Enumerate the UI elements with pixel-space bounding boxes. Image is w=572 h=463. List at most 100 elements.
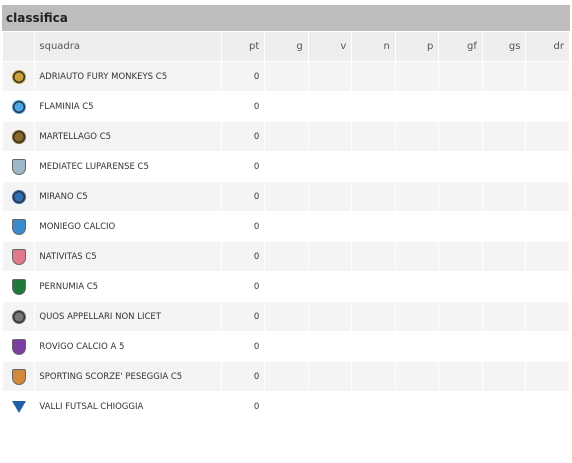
header-gf[interactable]: gf xyxy=(439,32,482,61)
header-squadra[interactable]: squadra xyxy=(35,32,221,61)
team-name[interactable]: NATIVITAS C5 xyxy=(35,242,221,271)
header-dr[interactable]: dr xyxy=(526,32,569,61)
stat-n-cell xyxy=(352,302,395,331)
team-name[interactable]: MARTELLAGO C5 xyxy=(35,122,221,151)
stat-v-cell xyxy=(308,302,352,331)
stat-p-cell xyxy=(395,362,439,391)
stat-gf-cell xyxy=(439,182,482,211)
header-gs[interactable]: gs xyxy=(482,32,526,61)
team-points: 0 xyxy=(221,182,265,211)
team-name[interactable]: SPORTING SCORZE' PESEGGIA C5 xyxy=(35,362,221,391)
table-row: ADRIAUTO FURY MONKEYS C5 0 xyxy=(3,62,569,91)
stat-gs-cell xyxy=(482,152,526,181)
pernumia-shield-icon xyxy=(11,278,26,295)
stat-p-cell xyxy=(395,152,439,181)
team-logo-cell xyxy=(3,212,35,241)
header-n[interactable]: n xyxy=(352,32,395,61)
header-g[interactable]: g xyxy=(265,32,308,61)
team-logo-cell xyxy=(3,92,35,121)
header-logo-cell xyxy=(3,32,35,61)
stat-n-cell xyxy=(352,62,395,91)
standings-header: classifica xyxy=(2,5,570,31)
team-name[interactable]: MIRANO C5 xyxy=(35,182,221,211)
stat-gs-cell xyxy=(482,62,526,91)
team-logo-cell xyxy=(3,302,35,331)
stat-v-cell xyxy=(308,242,352,271)
stat-gf-cell xyxy=(439,152,482,181)
team-name[interactable]: ROVIGO CALCIO A 5 xyxy=(35,332,221,361)
stat-gf-cell xyxy=(439,302,482,331)
stat-g-cell xyxy=(265,302,308,331)
team-logo-cell xyxy=(3,392,35,421)
team-name[interactable]: MONIEGO CALCIO xyxy=(35,212,221,241)
stat-v-cell xyxy=(308,122,352,151)
moniego-shield-icon xyxy=(11,218,26,235)
stat-gs-cell xyxy=(482,272,526,301)
stat-gs-cell xyxy=(482,392,526,421)
stat-n-cell xyxy=(352,152,395,181)
stat-gf-cell xyxy=(439,122,482,151)
stat-v-cell xyxy=(308,92,352,121)
stat-gf-cell xyxy=(439,242,482,271)
team-logo-cell xyxy=(3,152,35,181)
team-points: 0 xyxy=(221,62,265,91)
stat-g-cell xyxy=(265,92,308,121)
team-points: 0 xyxy=(221,92,265,121)
team-name[interactable]: VALLI FUTSAL CHIOGGIA xyxy=(35,392,221,421)
stat-gf-cell xyxy=(439,362,482,391)
hammer-badge-icon xyxy=(11,129,26,144)
stat-n-cell xyxy=(352,92,395,121)
team-logo-cell xyxy=(3,62,35,91)
team-logo-cell xyxy=(3,182,35,211)
stat-gf-cell xyxy=(439,272,482,301)
table-row: SPORTING SCORZE' PESEGGIA C5 0 xyxy=(3,362,569,391)
team-logo-cell xyxy=(3,362,35,391)
team-logo-cell xyxy=(3,242,35,271)
stat-p-cell xyxy=(395,92,439,121)
stat-n-cell xyxy=(352,362,395,391)
team-points: 0 xyxy=(221,152,265,181)
rovigo-shield-icon xyxy=(11,338,26,355)
stat-v-cell xyxy=(308,182,352,211)
stat-dr-cell xyxy=(526,152,569,181)
stat-dr-cell xyxy=(526,362,569,391)
team-points: 0 xyxy=(221,272,265,301)
stat-g-cell xyxy=(265,152,308,181)
header-v[interactable]: v xyxy=(308,32,352,61)
standings-table: squadra pt g v n p gf gs dr ADRIAUTO FUR… xyxy=(2,31,570,422)
team-points: 0 xyxy=(221,302,265,331)
stat-gs-cell xyxy=(482,182,526,211)
stat-gf-cell xyxy=(439,62,482,91)
stat-g-cell xyxy=(265,392,308,421)
table-row: MIRANO C5 0 xyxy=(3,182,569,211)
stat-dr-cell xyxy=(526,182,569,211)
stat-n-cell xyxy=(352,332,395,361)
team-name[interactable]: QUOS APPELLARI NON LICET xyxy=(35,302,221,331)
stat-gs-cell xyxy=(482,302,526,331)
team-logo-cell xyxy=(3,332,35,361)
table-row: VALLI FUTSAL CHIOGGIA 0 xyxy=(3,392,569,421)
header-p[interactable]: p xyxy=(395,32,439,61)
nativitas-shield-icon xyxy=(11,248,26,265)
team-name[interactable]: MEDIATEC LUPARENSE C5 xyxy=(35,152,221,181)
table-row: PERNUMIA C5 0 xyxy=(3,272,569,301)
stat-gs-cell xyxy=(482,212,526,241)
stat-dr-cell xyxy=(526,122,569,151)
monkey-badge-icon xyxy=(11,69,26,84)
stat-v-cell xyxy=(308,152,352,181)
stat-dr-cell xyxy=(526,92,569,121)
stat-p-cell xyxy=(395,242,439,271)
stat-p-cell xyxy=(395,302,439,331)
stat-gf-cell xyxy=(439,332,482,361)
stat-p-cell xyxy=(395,182,439,211)
stat-p-cell xyxy=(395,62,439,91)
sporting-shield-icon xyxy=(11,368,26,385)
team-name[interactable]: ADRIAUTO FURY MONKEYS C5 xyxy=(35,62,221,91)
stat-p-cell xyxy=(395,392,439,421)
stat-n-cell xyxy=(352,212,395,241)
team-name[interactable]: FLAMINIA C5 xyxy=(35,92,221,121)
team-name[interactable]: PERNUMIA C5 xyxy=(35,272,221,301)
standings-widget: classifica squadra pt g v n p gf xyxy=(2,5,570,422)
header-pt[interactable]: pt xyxy=(221,32,265,61)
